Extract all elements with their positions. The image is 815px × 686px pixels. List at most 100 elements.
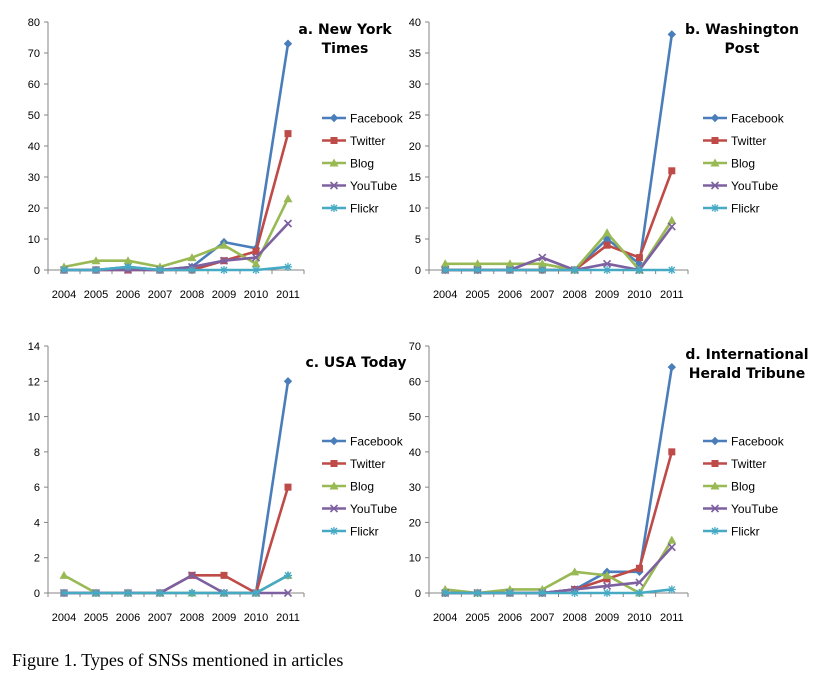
- legend-marker: [711, 460, 719, 467]
- y-tick-label: 10: [28, 234, 40, 246]
- data-point: [603, 241, 611, 249]
- x-tick-label: 2009: [212, 612, 236, 624]
- legend-label: Twitter: [350, 457, 385, 471]
- data-point: [602, 228, 612, 237]
- data-point: [440, 259, 450, 268]
- y-tick-label: 10: [28, 412, 40, 424]
- series-line: [64, 265, 289, 272]
- x-tick-label: 2008: [562, 612, 586, 624]
- data-point: [284, 571, 292, 580]
- chart-panel-4: 0 10 20 30 40 50 60 70 2004 2005 2006 2007 2008 2009 2…: [409, 341, 809, 624]
- series-flickr: [441, 585, 676, 597]
- series-line: [64, 381, 290, 595]
- data-point: [667, 535, 677, 544]
- data-point: [283, 588, 293, 598]
- y-tick-label: 40: [409, 447, 421, 459]
- legend-marker: [329, 481, 339, 490]
- legend-marker: [710, 113, 720, 123]
- x-tick-label: 2011: [660, 612, 684, 624]
- legend-label: YouTube: [731, 179, 778, 193]
- y-tick-label: 2: [34, 553, 40, 565]
- legend-item-blog: Blog: [322, 480, 374, 494]
- data-point: [602, 570, 612, 579]
- series-twitter: [60, 130, 292, 274]
- legend-marker: [329, 181, 339, 190]
- data-point: [60, 589, 68, 597]
- legend-item-flickr: Flickr: [703, 202, 760, 216]
- data-point: [668, 448, 676, 456]
- data-point: [91, 256, 101, 265]
- legend-label: YouTube: [350, 502, 397, 516]
- x-tick-label: 2007: [148, 612, 172, 624]
- data-point: [668, 167, 676, 175]
- legend-marker: [710, 436, 720, 446]
- data-point: [219, 256, 229, 265]
- legend-item-facebook: Facebook: [322, 112, 404, 126]
- data-point: [156, 266, 164, 274]
- data-point: [251, 253, 261, 262]
- legend-label: YouTube: [731, 502, 778, 516]
- data-point: [219, 240, 229, 249]
- x-tick-label: 2006: [116, 289, 140, 301]
- legend-item-facebook: Facebook: [322, 435, 404, 449]
- series-line: [445, 219, 673, 272]
- data-point: [187, 571, 197, 580]
- legend-item-blog: Blog: [322, 157, 374, 171]
- data-point: [635, 578, 644, 587]
- data-point: [283, 377, 293, 386]
- data-point: [60, 266, 68, 274]
- legend-label: Flickr: [731, 525, 760, 539]
- x-tick-label: 2006: [498, 289, 522, 301]
- data-point: [635, 589, 644, 597]
- legend-item-youtube: YouTube: [703, 502, 778, 516]
- x-tick-label: 2008: [180, 612, 204, 624]
- data-point: [252, 589, 260, 597]
- legend-item-youtube: YouTube: [703, 179, 778, 193]
- data-point: [283, 194, 293, 203]
- x-tick-label: 2006: [498, 612, 522, 624]
- y-tick-label: 20: [409, 141, 421, 153]
- chart-title: c. USA Today: [305, 355, 406, 371]
- y-tick-label: 0: [415, 588, 421, 600]
- y-tick-label: 0: [34, 588, 40, 600]
- data-point: [602, 259, 612, 268]
- data-point: [284, 130, 292, 138]
- legend-item-twitter: Twitter: [703, 134, 766, 148]
- data-point: [667, 266, 676, 274]
- x-tick-label: 2010: [244, 612, 268, 624]
- data-point: [635, 266, 644, 274]
- y-tick-label: 10: [409, 553, 421, 565]
- y-tick-label: 20: [409, 517, 421, 529]
- data-point: [284, 483, 292, 491]
- data-point: [635, 254, 643, 262]
- chart-title: a. New York: [298, 22, 392, 38]
- y-tick-label: 30: [409, 482, 421, 494]
- data-point: [252, 247, 260, 255]
- x-tick-label: 2008: [180, 289, 204, 301]
- data-point: [283, 39, 293, 48]
- legend-label: Flickr: [350, 202, 379, 216]
- data-point: [667, 543, 676, 552]
- legend-item-youtube: YouTube: [322, 502, 397, 516]
- x-tick-label: 2010: [244, 289, 268, 301]
- data-point: [570, 266, 579, 274]
- data-point: [537, 259, 547, 268]
- series-twitter: [441, 167, 676, 274]
- series-flickr: [60, 571, 292, 597]
- legend-item-flickr: Flickr: [703, 525, 760, 539]
- x-tick-label: 2004: [52, 289, 76, 301]
- data-point: [603, 266, 612, 274]
- data-point: [284, 262, 292, 271]
- data-point: [283, 219, 293, 228]
- data-point: [124, 589, 132, 597]
- legend-marker: [330, 204, 338, 212]
- x-tick-label: 2005: [465, 612, 489, 624]
- data-point: [252, 266, 260, 274]
- legend-marker: [330, 137, 338, 144]
- legend-label: Facebook: [350, 435, 404, 449]
- data-point: [441, 589, 450, 597]
- legend-item-facebook: Facebook: [703, 112, 785, 126]
- data-point: [123, 256, 133, 265]
- x-tick-label: 2009: [212, 289, 236, 301]
- legend-item-facebook: Facebook: [703, 435, 785, 449]
